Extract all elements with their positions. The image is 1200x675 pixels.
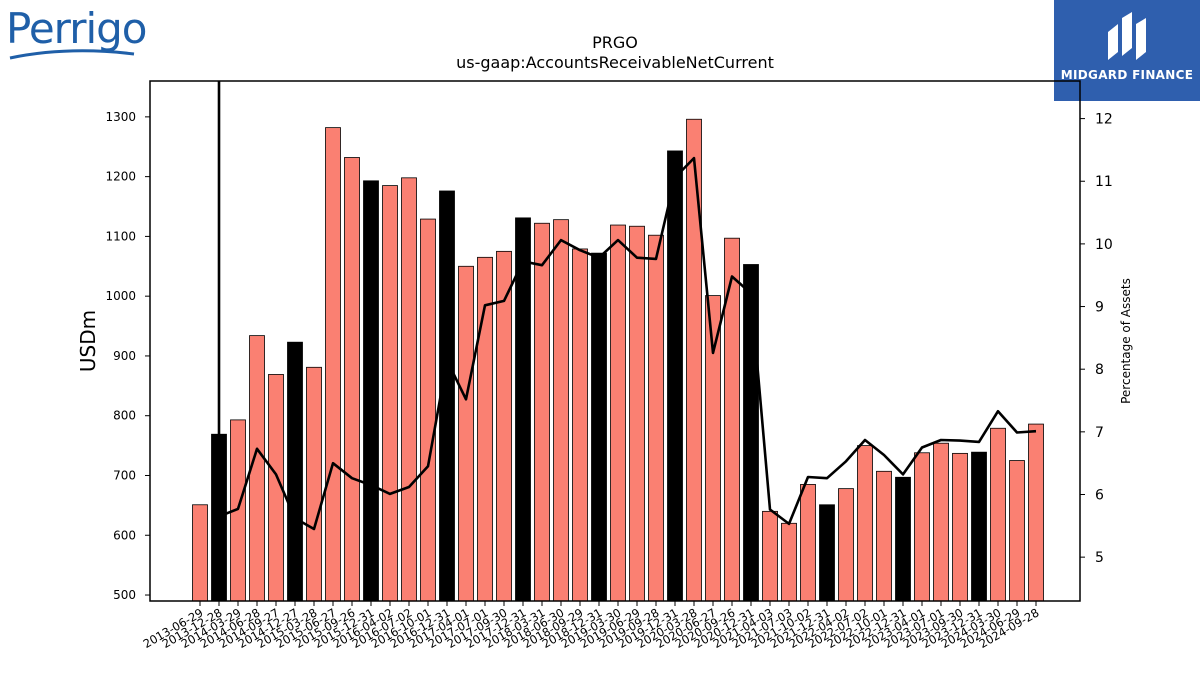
bar-2023-12-31 <box>971 451 987 602</box>
bar-2020-03-28 <box>686 118 702 602</box>
y2-tick-label: 12 <box>1095 112 1113 128</box>
plot-frame <box>149 80 1081 602</box>
midgard-finance-logo: MIDGARD FINANCE <box>1054 0 1200 101</box>
y-tick-label: 1000 <box>105 289 136 303</box>
logo-swoosh-icon <box>9 49 135 60</box>
bar-2015-12-31 <box>363 180 379 602</box>
bar-2022-12-31 <box>895 476 911 602</box>
bar-2022-07-02 <box>857 445 873 602</box>
midgard-mark-icon <box>1108 12 1146 60</box>
bar-2021-10-02 <box>800 484 816 602</box>
bar-2013-06-29 <box>192 504 208 602</box>
y-tick-label: 900 <box>113 349 136 363</box>
y-tick-label: 1100 <box>105 229 136 243</box>
bar-2018-12-31 <box>591 252 607 602</box>
y2-tick-label: 10 <box>1095 237 1113 253</box>
chart-subtitle: us-gaap:AccountsReceivableNetCurrent <box>456 53 774 72</box>
bar-2023-09-30 <box>952 452 968 602</box>
y2-tick-label: 6 <box>1095 487 1104 503</box>
bar-2022-04-02 <box>838 488 854 602</box>
y2-tick-label: 7 <box>1095 425 1104 441</box>
bar-2020-12-31 <box>743 264 759 602</box>
bar-2023-04-01 <box>914 452 930 602</box>
bar-2022-10-01 <box>876 470 892 602</box>
y-tick-label: 500 <box>113 588 136 602</box>
bar-2017-09-30 <box>496 250 512 602</box>
bar-2018-06-30 <box>553 219 569 602</box>
bar-2019-12-31 <box>667 150 683 602</box>
bar-2016-10-01 <box>420 218 436 602</box>
y2-tick-label: 9 <box>1095 300 1104 316</box>
y-axis-label: USDm <box>76 310 100 372</box>
bar-2017-04-01 <box>458 265 474 602</box>
bar-2017-12-31 <box>515 217 531 602</box>
bar-2021-12-31 <box>819 504 835 602</box>
bar-2015-09-26 <box>344 157 360 602</box>
y2-tick-label: 5 <box>1095 550 1104 566</box>
bar-2015-06-27 <box>325 127 341 602</box>
bar-2021-04-03 <box>762 510 778 602</box>
bar-2019-06-29 <box>629 225 645 602</box>
midgard-wordmark: MIDGARD FINANCE <box>1060 68 1194 82</box>
bar-2018-09-29 <box>572 248 588 602</box>
y-tick-label: 1300 <box>105 110 136 124</box>
perrigo-logo: Perrigo <box>6 4 147 60</box>
y-tick-label: 600 <box>113 528 136 542</box>
bar-2014-12-27 <box>287 341 303 602</box>
bar-2021-07-03 <box>781 522 797 602</box>
bar-2016-07-02 <box>401 177 417 602</box>
bar-2018-03-31 <box>534 222 550 602</box>
y2-axis-label: Percentage of Assets <box>1119 278 1133 404</box>
bar-2016-04-02 <box>382 185 398 602</box>
y-tick-label: 1200 <box>105 170 136 184</box>
y2-tick-label: 8 <box>1095 362 1104 378</box>
bar-2024-06-29 <box>1009 460 1025 602</box>
bar-2019-03-30 <box>610 224 626 602</box>
bar-2019-09-28 <box>648 234 664 602</box>
y-tick-label: 700 <box>113 468 136 482</box>
perrigo-logo-text: Perrigo <box>6 4 147 53</box>
pct-assets-line <box>217 81 1037 531</box>
y2-tick-label: 11 <box>1095 174 1113 190</box>
bar-2015-03-28 <box>306 366 322 602</box>
bar-2024-03-30 <box>990 427 1006 602</box>
bar-2023-07-01 <box>933 442 949 602</box>
bar-2024-09-28 <box>1028 423 1044 602</box>
y-tick-label: 800 <box>113 409 136 423</box>
chart-title: PRGO <box>592 33 638 52</box>
